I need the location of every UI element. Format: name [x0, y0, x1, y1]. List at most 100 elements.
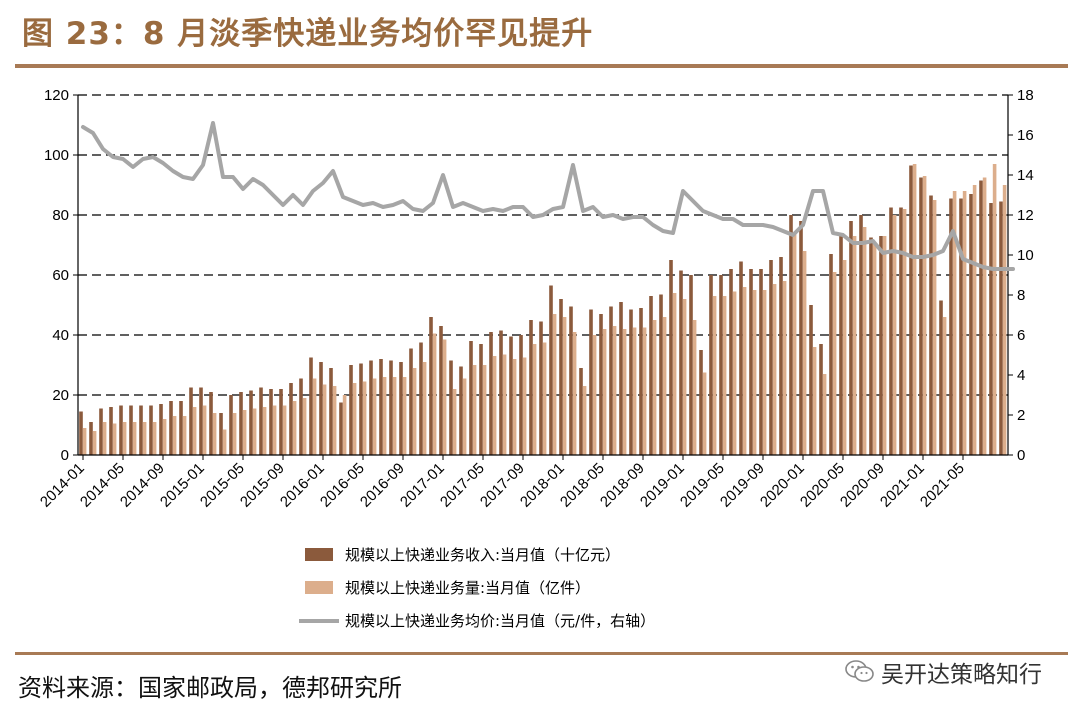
revenue-bar: [129, 405, 133, 455]
revenue-bar: [839, 236, 843, 455]
volume-bar: [372, 378, 377, 455]
y-right-tick-label: 0: [1017, 447, 1025, 464]
volume-bar: [502, 354, 507, 455]
revenue-bar: [489, 332, 493, 455]
y-left-tick-label: 20: [52, 387, 69, 404]
revenue-bar: [589, 309, 593, 455]
revenue-bar: [569, 306, 573, 455]
revenue-bar: [679, 270, 683, 455]
volume-bar: [872, 242, 877, 455]
volume-bar: [122, 422, 127, 455]
volume-bar: [652, 320, 657, 455]
volume-bar: [92, 431, 97, 455]
revenue-bar: [139, 405, 143, 455]
price-series-line: [81, 121, 1015, 271]
legend-swatch-volume: [305, 581, 333, 594]
volume-bar: [742, 287, 747, 455]
revenue-bar: [179, 401, 183, 455]
revenue-bar: [319, 362, 323, 455]
revenue-bar: [149, 405, 153, 455]
y-right-tick-label: 12: [1017, 207, 1034, 224]
volume-bar: [292, 401, 297, 455]
volume-bar: [302, 398, 307, 455]
revenue-bar: [539, 321, 543, 455]
revenue-bar: [989, 203, 993, 455]
y-left-tick-label: 40: [52, 327, 69, 344]
volume-bar: [692, 320, 697, 455]
revenue-bar: [509, 336, 513, 455]
y-left-tick-label: 120: [44, 87, 69, 104]
revenue-bar: [409, 348, 413, 455]
volume-bar: [472, 365, 477, 455]
revenue-bar: [559, 299, 563, 455]
revenue-bar: [919, 177, 923, 455]
volume-bar: [282, 405, 287, 455]
volume-bar: [512, 359, 517, 455]
revenue-bar: [99, 408, 103, 455]
revenue-bar: [659, 294, 663, 455]
volume-bar: [702, 372, 707, 455]
volume-bar: [672, 293, 677, 455]
revenue-bar: [719, 275, 723, 455]
legend-label-revenue: 规模以上快递业务收入:当月值（十亿元）: [345, 546, 620, 564]
volume-bar: [222, 429, 227, 455]
revenue-bar: [629, 309, 633, 455]
y-left-tick-label: 80: [52, 207, 69, 224]
revenue-bar: [779, 257, 783, 455]
volume-bar: [142, 422, 147, 455]
title-divider: [15, 64, 1068, 68]
revenue-bar: [819, 344, 823, 455]
revenue-bar: [809, 305, 813, 455]
y-right-tick-label: 6: [1017, 327, 1025, 344]
volume-bar: [812, 347, 817, 455]
volume-bar: [712, 296, 717, 455]
revenue-bar: [169, 401, 173, 455]
volume-bar: [902, 209, 907, 455]
revenue-bar: [459, 366, 463, 455]
volume-bar: [312, 378, 317, 455]
volume-bar: [552, 314, 557, 455]
volume-bar: [802, 251, 807, 455]
volume-bar: [162, 419, 167, 455]
volume-bar: [962, 191, 967, 455]
revenue-bar: [419, 342, 423, 455]
revenue-bar: [429, 317, 433, 455]
y-right-tick-label: 4: [1017, 367, 1025, 384]
revenue-bar: [739, 261, 743, 455]
volume-bar: [132, 422, 137, 455]
revenue-bar: [119, 405, 123, 455]
volume-bar: [972, 185, 977, 455]
volume-bar: [462, 378, 467, 455]
revenue-bar: [689, 275, 693, 455]
volume-bar: [442, 339, 447, 455]
revenue-bar: [909, 165, 913, 455]
volume-bar: [822, 374, 827, 455]
y-right-tick-label: 2: [1017, 407, 1025, 424]
volume-bar: [892, 215, 897, 455]
volume-bar: [422, 362, 427, 455]
footer-divider: [15, 652, 1068, 655]
volume-bar: [562, 317, 567, 455]
volume-bar: [832, 272, 837, 455]
revenue-bar: [189, 387, 193, 455]
revenue-bar: [749, 269, 753, 455]
volume-bar: [212, 413, 217, 455]
revenue-bar: [219, 413, 223, 455]
y-left-tick-label: 0: [61, 447, 69, 464]
bars: [79, 164, 1007, 455]
revenue-bar: [869, 237, 873, 455]
legend-label-volume: 规模以上快递业务量:当月值（亿件）: [345, 579, 590, 597]
volume-bar: [332, 386, 337, 455]
volume-bar: [112, 423, 117, 455]
revenue-bar: [109, 407, 113, 455]
y-right-tick-label: 10: [1017, 247, 1034, 264]
volume-bar: [632, 327, 637, 455]
page-title: 图 23：8 月淡季快递业务均价罕见提升: [22, 16, 594, 52]
volume-bar: [662, 317, 667, 455]
revenue-bar: [699, 350, 703, 455]
volume-bar: [852, 236, 857, 455]
volume-bar: [612, 326, 617, 455]
axes: [73, 94, 1013, 460]
revenue-bar: [479, 344, 483, 455]
revenue-bar: [549, 285, 553, 455]
